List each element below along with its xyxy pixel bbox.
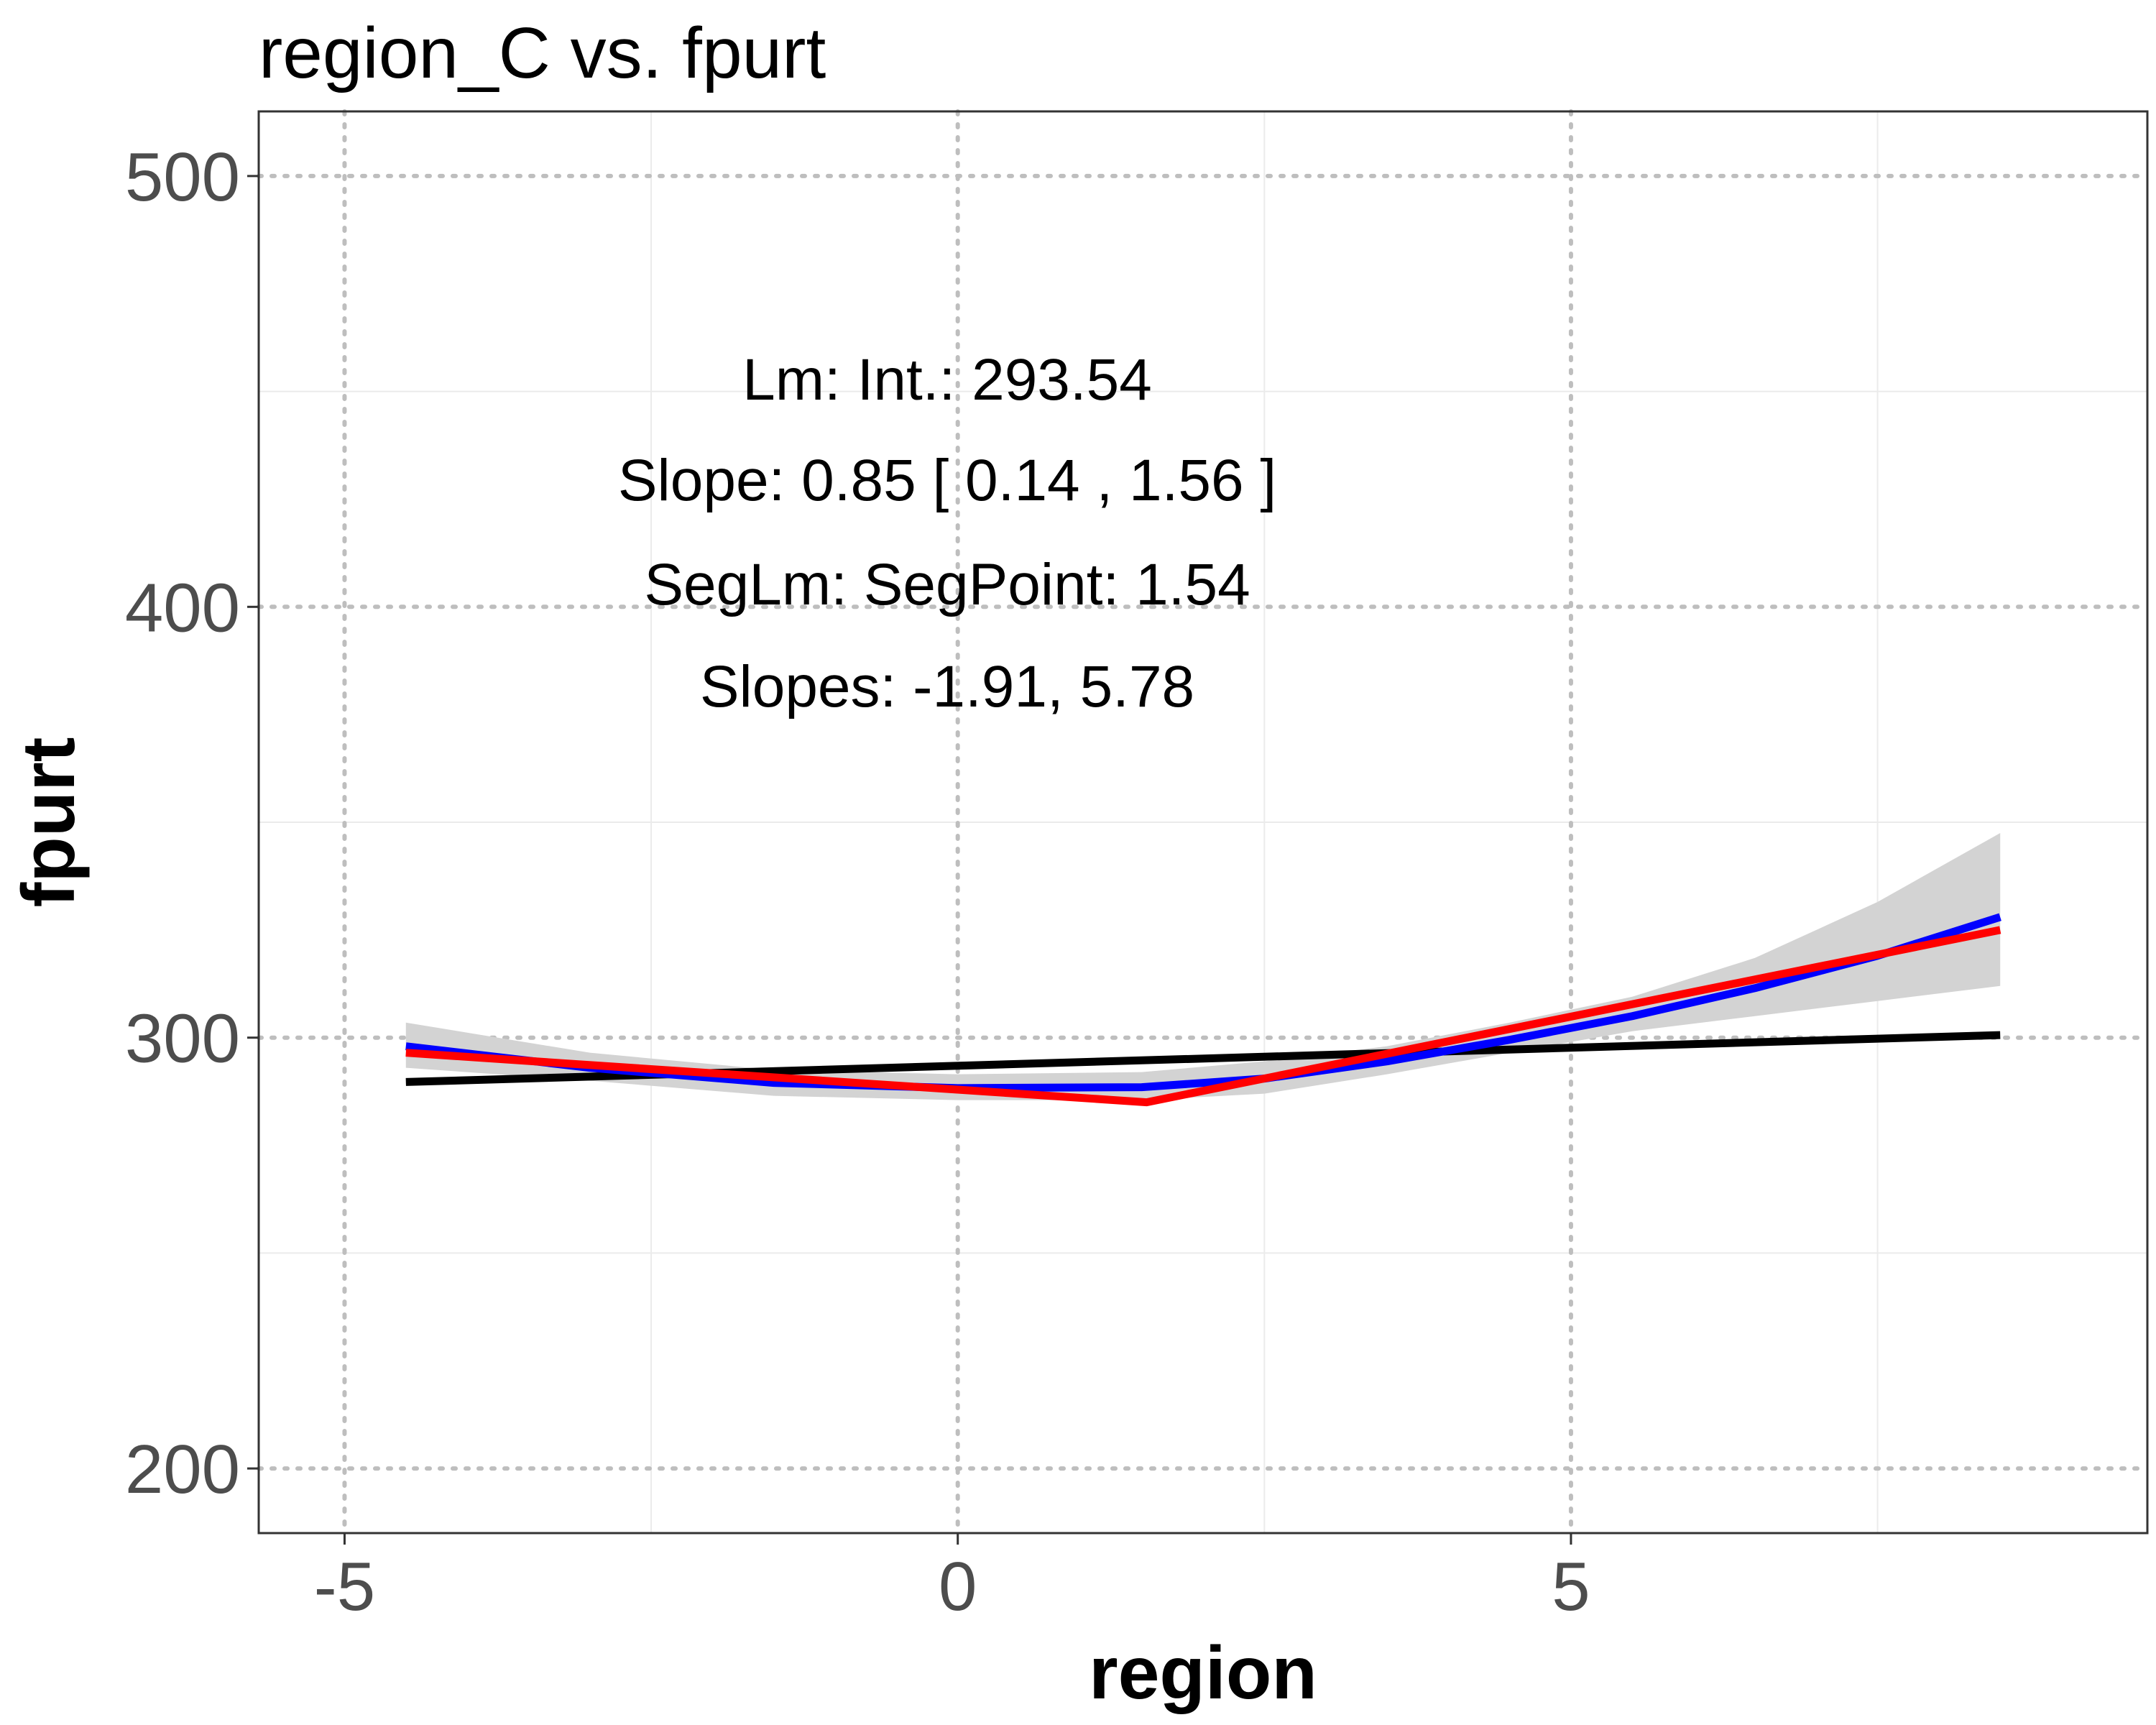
panel-border <box>257 110 2149 1535</box>
y-tick-label: 400 <box>125 569 240 646</box>
x-tick-label: -5 <box>314 1548 375 1625</box>
x-axis: -5 0 5 <box>314 1533 1590 1625</box>
confidence-ribbon <box>405 832 2001 1100</box>
y-tick-label: 500 <box>125 139 240 216</box>
seglm-line <box>405 926 2001 1107</box>
x-tick-label: 5 <box>1552 1548 1590 1625</box>
y-axis: 200 300 400 500 <box>125 139 259 1508</box>
chart-title: region_C vs. fpurt <box>259 13 826 93</box>
minor-grid <box>259 111 2147 1533</box>
annotation-line: Slopes: -1.91, 5.78 <box>700 654 1194 719</box>
x-tick-label: 0 <box>939 1548 977 1625</box>
series-layer <box>405 832 2001 1107</box>
x-axis-label: region <box>1089 1632 1317 1715</box>
y-tick-label: 200 <box>125 1431 240 1508</box>
annotations: Lm: Int.: 293.54 Slope: 0.85 [ 0.14 , 1.5… <box>618 347 1276 719</box>
annotation-line: Slope: 0.85 [ 0.14 , 1.56 ] <box>618 448 1276 513</box>
y-tick-label: 300 <box>125 1000 240 1077</box>
major-grid <box>257 109 2150 1535</box>
annotation-line: Lm: Int.: 293.54 <box>742 347 1152 413</box>
annotation-line: SegLm: SegPoint: 1.54 <box>644 552 1250 617</box>
y-axis-label: fpurt <box>7 737 91 908</box>
plot-panel <box>257 109 2150 1535</box>
